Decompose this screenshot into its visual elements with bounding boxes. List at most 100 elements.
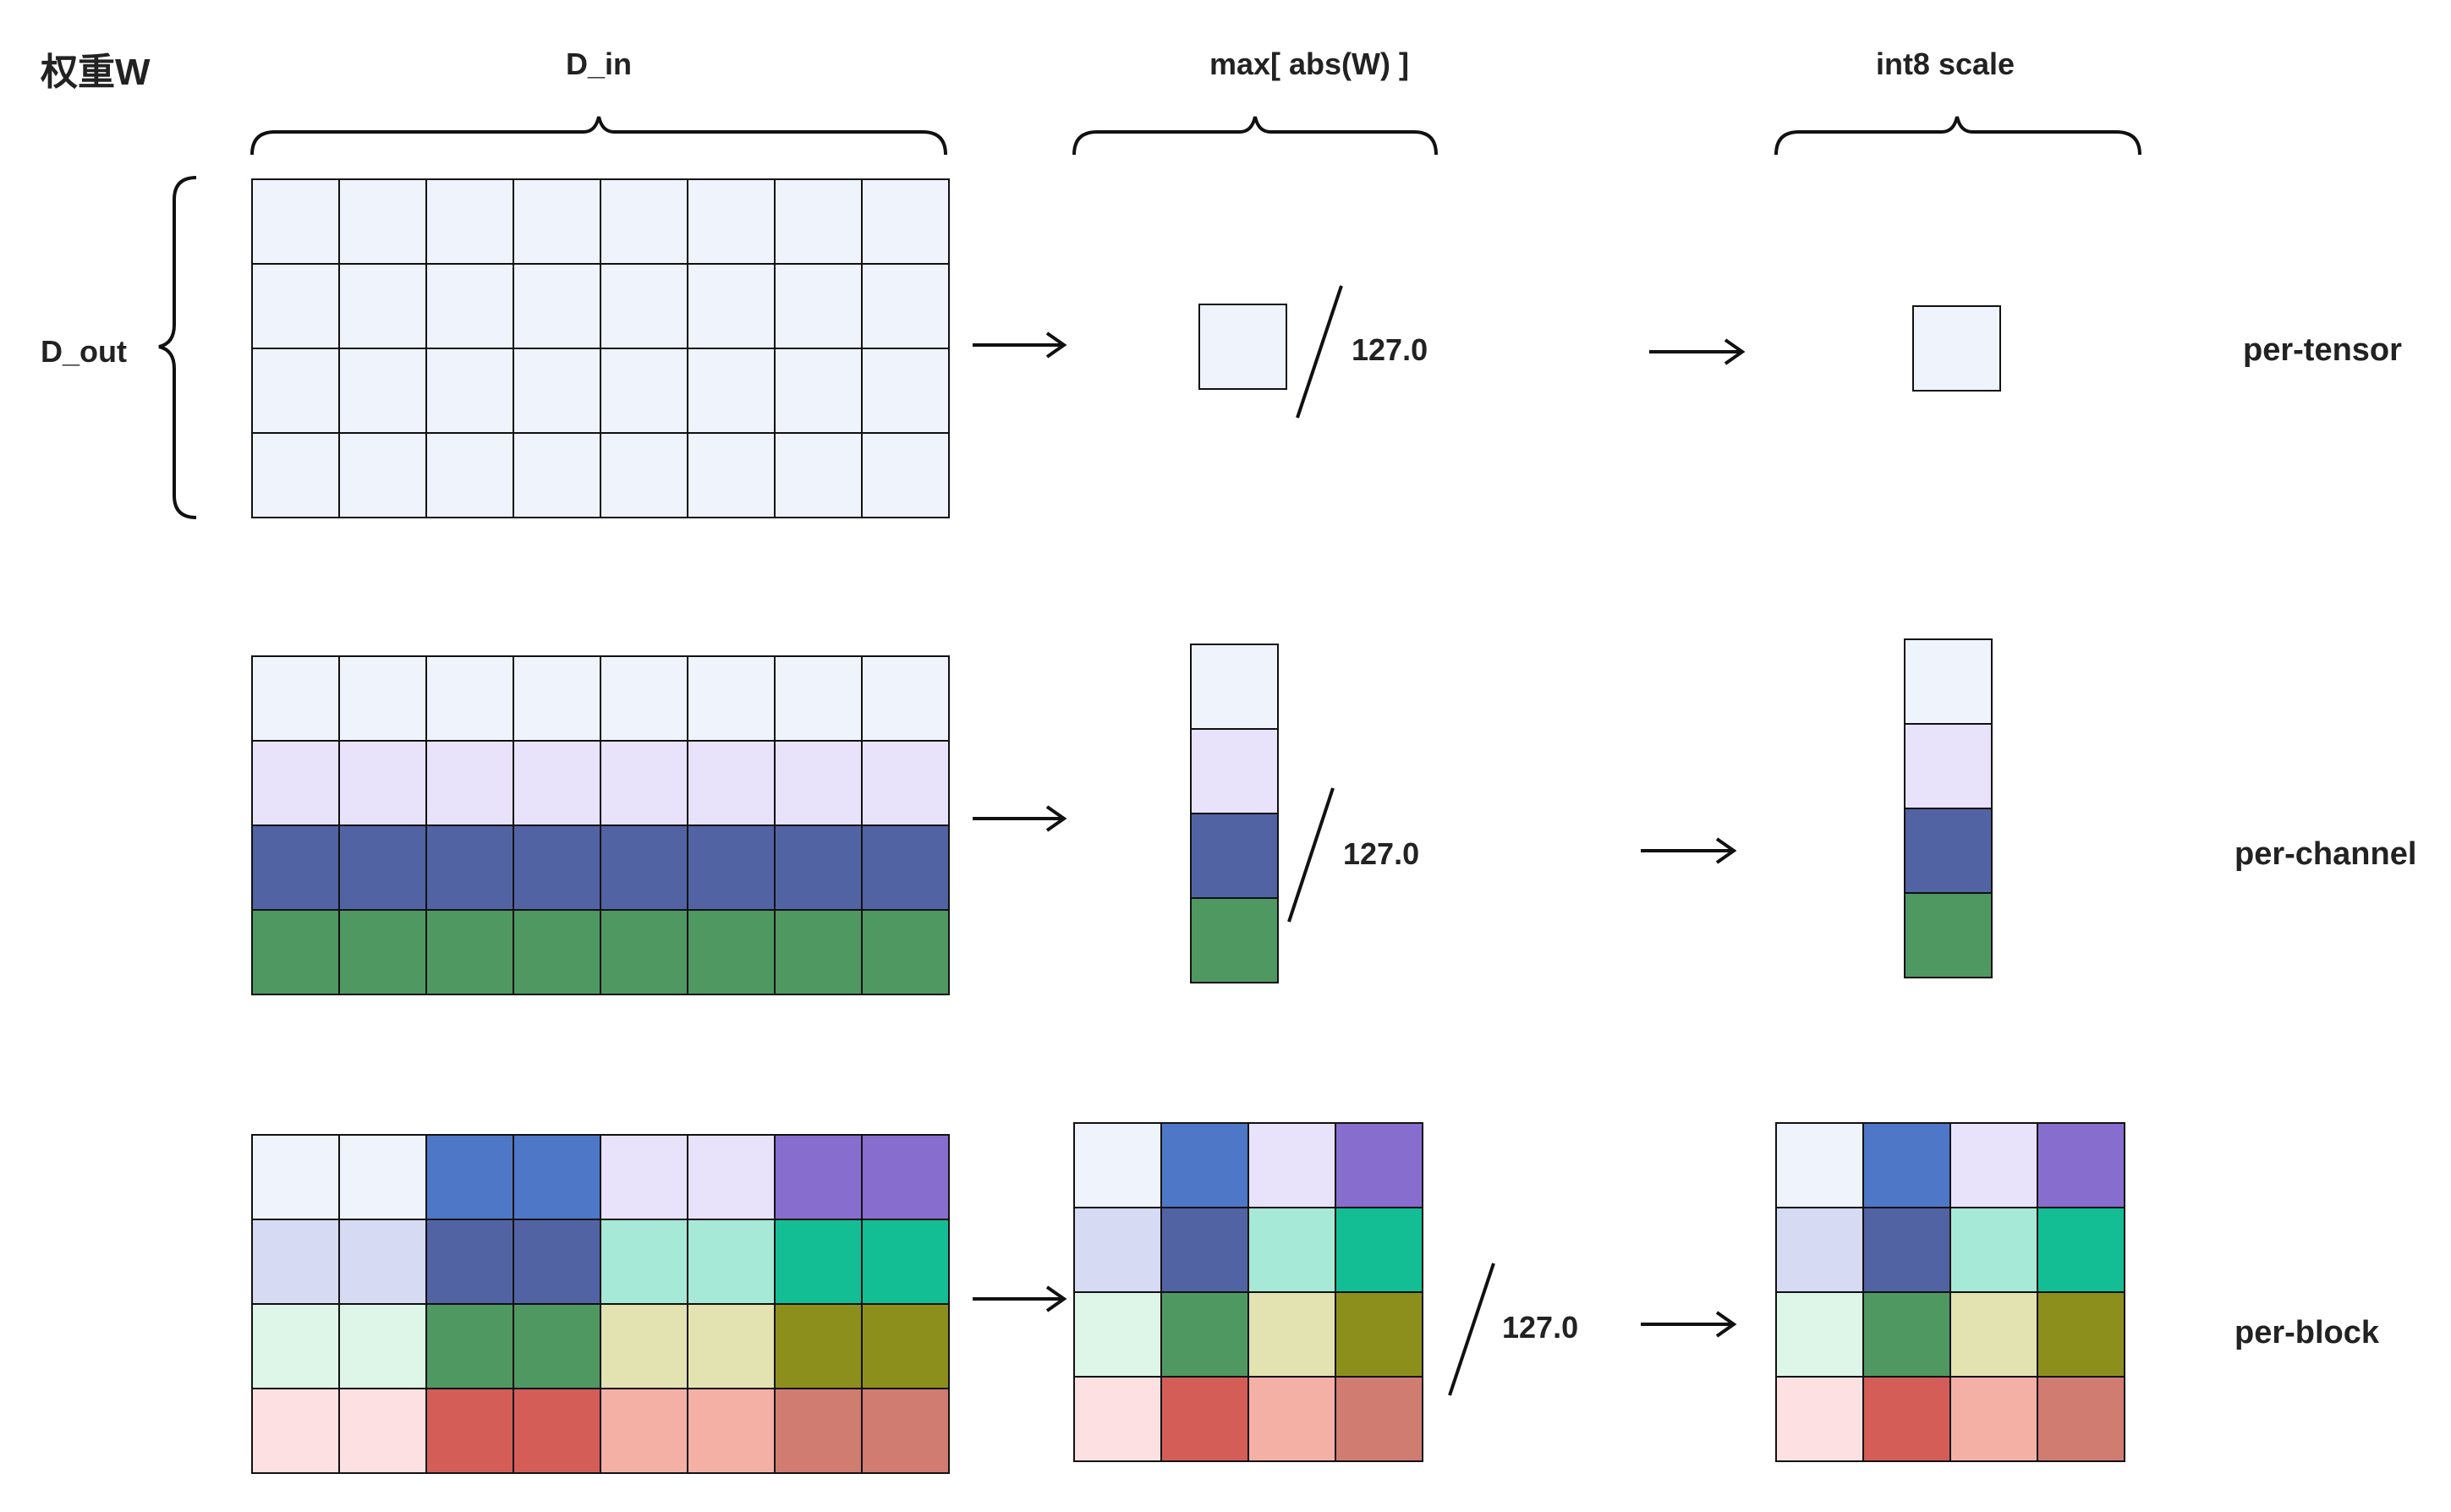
grid-cell [1073,1376,1162,1462]
grid-cell [513,432,601,518]
grid-cell [1073,1207,1162,1293]
grid-cell [861,1134,950,1220]
grid-cell [1073,1122,1162,1208]
grid-cell [861,740,950,826]
grid-cell [338,1219,427,1305]
grid-cell [425,178,514,265]
grid-cell [1335,1122,1423,1208]
arrow-max-to-scale-per-tensor [1649,338,1746,365]
grid-cell [513,824,601,911]
grid-cell [687,178,776,265]
grid-cell [513,1303,601,1389]
grid-cell [2037,1376,2125,1462]
grid-cell [425,1219,514,1305]
max-abs-grid-per-tensor [1198,304,1287,390]
division-slash-per-block [1448,1263,1495,1396]
grid-cell [251,1219,340,1305]
grid-cell [774,1303,863,1389]
grid-cell [1335,1207,1423,1293]
grid-cell [251,1388,340,1474]
grid-cell [600,1388,688,1474]
grid-cell [687,432,776,518]
grid-cell [1160,1291,1249,1378]
grid-cell [687,1388,776,1474]
grid-cell [687,1303,776,1389]
grid-cell [687,263,776,349]
division-slash-per-channel [1287,787,1335,923]
grid-cell [251,348,340,434]
grid-cell [774,655,863,742]
grid-cell [861,178,950,265]
int8-scale-brace [1774,116,2141,156]
grid-cell [1862,1291,1951,1378]
grid-cell [600,1134,688,1220]
grid-cell [1775,1207,1864,1293]
row-label-per-block: per-block [2234,1315,2380,1350]
grid-cell [774,1219,863,1305]
grid-cell [861,348,950,434]
grid-cell [600,432,688,518]
d-out-brace [158,176,197,519]
grid-cell [861,909,950,995]
grid-cell [513,178,601,265]
grid-cell [687,1134,776,1220]
grid-cell [1775,1122,1864,1208]
grid-cell [600,178,688,265]
grid-cell [338,432,427,518]
max-abs-label: max[ abs(W) ] [1209,47,1409,81]
grid-cell [251,740,340,826]
arrow-weight-to-max-per-tensor [973,331,1067,359]
d-out-label: D_out [41,334,127,369]
grid-cell [600,263,688,349]
grid-cell [425,1388,514,1474]
grid-cell [1247,1122,1336,1208]
grid-cell [513,348,601,434]
grid-cell [687,909,776,995]
grid-cell [513,1219,601,1305]
grid-cell [1949,1122,2038,1208]
grid-cell [1775,1376,1864,1462]
scale-grid-per-channel [1904,638,1993,978]
grid-cell [513,655,601,742]
grid-cell [251,178,340,265]
arrow-weight-to-max-per-block [973,1285,1067,1312]
grid-cell [1190,644,1279,730]
grid-cell [861,1219,950,1305]
scale-grid-per-tensor [1912,305,2001,392]
grid-cell [1904,892,1993,978]
grid-cell [1335,1376,1423,1462]
weight-grid-per-tensor [251,178,950,518]
grid-cell [774,348,863,434]
grid-cell [861,263,950,349]
division-slash-per-tensor [1296,285,1343,419]
grid-cell [1190,897,1279,983]
grid-cell [2037,1207,2125,1293]
grid-cell [513,740,601,826]
grid-cell [513,263,601,349]
grid-cell [861,1303,950,1389]
grid-cell [425,909,514,995]
grid-cell [1862,1207,1951,1293]
max-abs-grid-per-channel [1190,644,1279,983]
grid-cell [251,1303,340,1389]
grid-cell [774,432,863,518]
grid-cell [861,432,950,518]
grid-cell [1949,1291,2038,1378]
grid-cell [251,824,340,911]
grid-cell [338,1388,427,1474]
grid-cell [513,1388,601,1474]
grid-cell [2037,1291,2125,1378]
grid-cell [1160,1376,1249,1462]
grid-cell [687,740,776,826]
divisor-per-block: 127.0 [1502,1310,1578,1345]
grid-cell [1904,723,1993,809]
grid-cell [338,348,427,434]
grid-cell [251,1134,340,1220]
row-label-per-channel: per-channel [2234,836,2416,872]
grid-cell [1335,1291,1423,1378]
grid-cell [1904,638,1993,725]
grid-cell [600,824,688,911]
grid-cell [338,263,427,349]
grid-cell [1775,1291,1864,1378]
